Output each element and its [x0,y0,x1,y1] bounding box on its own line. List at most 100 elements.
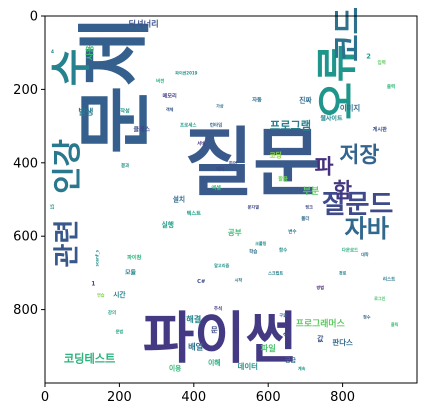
word: 이미지 [340,103,360,112]
word: 수 [47,49,95,87]
word: 경로 [339,269,347,275]
word: 화면 [229,160,237,167]
word: 문제 [72,17,159,154]
word: 파이썬2019 [175,69,197,75]
x-tick-label: 400 [181,390,206,405]
word: 파일 [261,343,276,353]
word: 에러 [216,166,224,173]
word: 궁금 [285,356,297,364]
word: 메모리 [162,92,177,100]
y-tick-label: 200 [13,83,38,98]
word: 질문 [185,119,322,206]
word: 파 [315,154,334,178]
word: 실행 [162,220,174,229]
word: 사용 [85,45,95,61]
word: 함 [333,178,352,202]
word: 구글 [279,312,287,318]
word: 4 [51,49,54,55]
word: 시간 [113,290,126,299]
word: 식 [283,328,291,340]
word: 이용 [169,363,181,372]
word: 크롤링 [255,240,267,246]
word: 입력 [378,59,386,66]
word: 출력 [387,83,395,90]
word: C# [197,279,205,285]
word: 알고리즘 [214,262,229,268]
word: 게시판 [373,125,388,133]
word: 공부 [228,228,242,237]
word: 강의 [108,309,116,316]
y-tick-label: 400 [13,156,38,171]
plot-area [45,16,417,383]
word: 스크립트 [268,269,283,275]
word: 딕셔너리 [129,18,159,28]
word: 모듈 [125,268,137,276]
word: 값 [317,334,324,343]
word: 관련 [52,220,82,268]
x-axis: 0 200 400 600 800 [41,383,355,405]
word: 프로그램 [270,119,311,133]
word: 문자열 [248,203,260,209]
y-tick-label: 0 [30,10,38,25]
word: 15 [50,204,55,210]
word: 텍스트 [187,209,202,217]
word: 판다스 [332,338,353,347]
word: 문 [211,325,218,334]
word: 코딩 [269,150,281,159]
word: 클릭 [391,321,399,327]
word: 로그인 [374,295,386,301]
word: 2 [366,52,371,60]
word: 웹사이트 [320,114,343,122]
word: 학습 [249,248,257,255]
word: 프로세스 [180,122,197,129]
y-tick-label: 800 [13,303,38,318]
word: 객체 [166,106,174,112]
word: 연습 [97,291,105,297]
y-axis: 0 200 400 600 800 [13,10,45,318]
word: 해결 [186,314,201,324]
word: 배열 [188,341,203,351]
word: 자바 [345,215,390,243]
word: 폴더 [301,215,309,222]
word: 진짜 [299,95,312,104]
y-tick-label: 600 [13,230,38,245]
word: 대학 [361,251,369,257]
word: scanf_s [95,249,100,266]
x-tick-label: 600 [256,390,281,405]
word: 계속 [298,365,306,371]
word: 다운로드 [342,246,359,253]
plot-frame [44,15,418,384]
word: 오류 [313,44,361,119]
word: 저장 [339,143,379,168]
word: 변수 [288,228,296,235]
word: 활용 [278,174,288,182]
word: 설치 [173,195,185,204]
word: 질문드 [322,190,394,220]
word: 시작 [235,277,243,283]
word: 가상 [216,102,224,108]
x-tick-label: 0 [41,390,49,405]
x-tick-label: 800 [330,390,355,405]
word: 런타임 [210,122,222,129]
word: 1 [91,280,95,287]
word: 발생 [78,106,93,116]
word: 작성 [120,106,130,114]
word: 리스트 [383,276,395,283]
word: 주석 [214,305,222,312]
word: 버전 [156,78,164,85]
word: 정수 [363,313,371,319]
word: 부분 [303,186,319,197]
word: 이해 [208,358,220,367]
word: 데이터 [238,362,259,371]
x-tick-label: 200 [107,390,132,405]
word: 인강 [50,139,85,194]
word: 문법 [116,328,124,334]
word: 파이썬 [143,306,297,371]
word: 결과 [121,162,130,169]
word: 함수 [279,246,287,253]
word: 엑셀 [211,183,221,191]
word: 코드 [331,7,366,62]
word: 파이참 [127,253,142,261]
